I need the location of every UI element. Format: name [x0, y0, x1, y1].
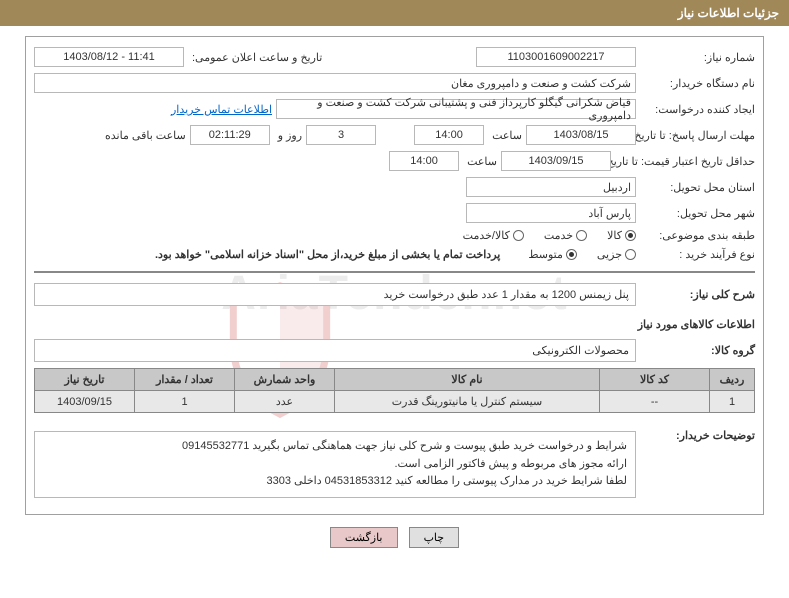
buyer-notes-label: توضیحات خریدار: [640, 423, 755, 442]
requester-label: ایجاد کننده درخواست: [640, 103, 755, 116]
table-row: 1 -- سیستم کنترل یا مانیتورینگ قدرت عدد … [35, 391, 755, 413]
radio-medium[interactable]: متوسط [528, 248, 577, 261]
radio-service[interactable]: خدمت [544, 229, 587, 242]
countdown-timer: 02:11:29 [190, 125, 270, 145]
cell-name: سیستم کنترل یا مانیتورینگ قدرت [335, 391, 600, 413]
process-label: نوع فرآیند خرید : [640, 248, 755, 261]
validity-date: 1403/09/15 [501, 151, 611, 171]
th-unit: واحد شمارش [235, 369, 335, 391]
deadline-label: مهلت ارسال پاسخ: تا تاریخ: [640, 129, 755, 142]
note-line-2: ارائه مجوز های مربوطه و پیش فاکتور الزام… [43, 456, 627, 474]
radio-partial[interactable]: جزیی [597, 248, 636, 261]
radio-dot-icon [566, 249, 577, 260]
cell-code: -- [600, 391, 710, 413]
th-qty: تعداد / مقدار [135, 369, 235, 391]
buyer-org-label: نام دستگاه خریدار: [640, 77, 755, 90]
requester-value: قیاض شکرانی گیگلو کارپرداز فنی و پشتیبان… [276, 99, 636, 119]
deadline-time-label: ساعت [488, 129, 522, 142]
announce-value: 1403/08/12 - 11:41 [34, 47, 184, 67]
city-value: پارس آباد [466, 203, 636, 223]
buyer-contact-link[interactable]: اطلاعات تماس خریدار [171, 103, 272, 116]
radio-dot-icon [576, 230, 587, 241]
button-bar: چاپ بازگشت [0, 527, 789, 548]
need-number-value: 1103001609002217 [476, 47, 636, 67]
th-row: ردیف [710, 369, 755, 391]
days-remaining: 3 [306, 125, 376, 145]
back-button[interactable]: بازگشت [330, 527, 398, 548]
note-line-3: لطفا شرایط خرید در مدارک پیوستی را مطالع… [43, 473, 627, 491]
cell-date: 1403/09/15 [35, 391, 135, 413]
items-table: ردیف کد کالا نام کالا واحد شمارش تعداد /… [34, 368, 755, 413]
buyer-org-value: شرکت کشت و صنعت و دامپروری مغان [34, 73, 636, 93]
table-header-row: ردیف کد کالا نام کالا واحد شمارش تعداد /… [35, 369, 755, 391]
deadline-date: 1403/08/15 [526, 125, 636, 145]
cell-qty: 1 [135, 391, 235, 413]
radio-goods[interactable]: کالا [607, 229, 636, 242]
radio-dot-icon [513, 230, 524, 241]
th-code: کد کالا [600, 369, 710, 391]
th-name: نام کالا [335, 369, 600, 391]
category-radio-group: کالا خدمت کالا/خدمت [463, 229, 636, 242]
cell-idx: 1 [710, 391, 755, 413]
announce-label: تاریخ و ساعت اعلان عمومی: [188, 51, 322, 64]
validity-time: 14:00 [389, 151, 459, 171]
overall-desc-value: پنل زیمنس 1200 به مقدار 1 عدد طبق درخواس… [34, 283, 636, 306]
th-date: تاریخ نیاز [35, 369, 135, 391]
validity-label: حداقل تاریخ اعتبار قیمت: تا تاریخ: [615, 155, 755, 168]
main-content-frame: شماره نیاز: 1103001609002217 تاریخ و ساع… [25, 36, 764, 515]
divider [34, 271, 755, 273]
province-label: استان محل تحویل: [640, 181, 755, 194]
radio-dot-icon [625, 249, 636, 260]
deadline-time: 14:00 [414, 125, 484, 145]
note-line-1: شرایط و درخواست خرید طبق پیوست و شرح کلی… [43, 438, 627, 456]
page-header: جزئیات اطلاعات نیاز [0, 0, 789, 26]
process-radio-group: جزیی متوسط [528, 248, 636, 261]
group-label: گروه کالا: [640, 344, 755, 357]
radio-dot-icon [625, 230, 636, 241]
payment-note: پرداخت تمام یا بخشی از مبلغ خرید،از محل … [155, 248, 500, 261]
city-label: شهر محل تحویل: [640, 207, 755, 220]
print-button[interactable]: چاپ [409, 527, 460, 548]
category-label: طبقه بندی موضوعی: [640, 229, 755, 242]
radio-both[interactable]: کالا/خدمت [463, 229, 524, 242]
buyer-notes-box: شرایط و درخواست خرید طبق پیوست و شرح کلی… [34, 431, 636, 498]
province-value: اردبیل [466, 177, 636, 197]
days-and-label: روز و [274, 129, 302, 142]
validity-time-label: ساعت [463, 155, 497, 168]
group-value: محصولات الکترونیکی [34, 339, 636, 362]
overall-desc-label: شرح کلی نیاز: [640, 288, 755, 301]
need-number-label: شماره نیاز: [640, 51, 755, 64]
cell-unit: عدد [235, 391, 335, 413]
items-section-title: اطلاعات کالاهای مورد نیاز [34, 318, 755, 331]
remain-label: ساعت باقی مانده [101, 129, 186, 142]
